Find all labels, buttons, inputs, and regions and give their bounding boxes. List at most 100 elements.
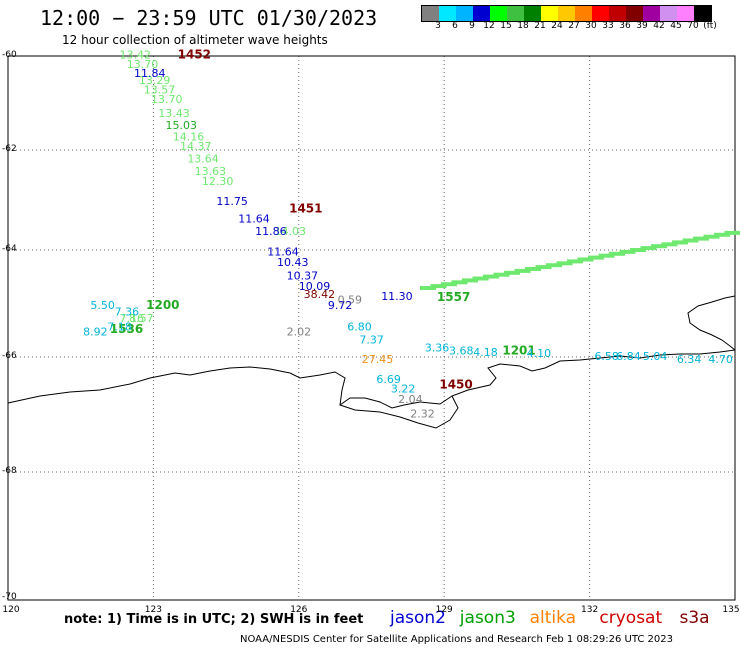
swh-value-label: 2.02 bbox=[287, 326, 312, 339]
dense-track-mark bbox=[703, 234, 720, 239]
dense-track-streak bbox=[420, 230, 740, 290]
dense-track-mark bbox=[598, 253, 615, 258]
swh-value-label: 4.18 bbox=[473, 346, 498, 359]
swh-value-label: 12.30 bbox=[202, 175, 234, 188]
colorbar-swatch bbox=[439, 6, 456, 21]
pass-time-label: 1451 bbox=[289, 202, 322, 216]
swh-value-label: 14.16 bbox=[173, 131, 205, 144]
colorbar-label: 9 bbox=[469, 21, 475, 31]
swh-value-label: 0.59 bbox=[338, 294, 363, 307]
colorbar-swatch bbox=[473, 6, 490, 21]
swh-value-label: 13.64 bbox=[187, 153, 219, 166]
swh-value-label: 9.72 bbox=[328, 299, 353, 312]
colorbar-label: 3 bbox=[435, 21, 441, 31]
swh-value-label: 13.70 bbox=[127, 58, 159, 71]
dense-track-mark bbox=[640, 246, 657, 251]
pass-time-label: 1200 bbox=[146, 298, 179, 312]
lat-tick-label: -60 bbox=[2, 50, 17, 60]
colorbar-label: 15 bbox=[500, 21, 512, 31]
colorbar-label: 70 bbox=[687, 21, 699, 31]
coastline-inlet bbox=[339, 395, 453, 409]
swh-value-label: 3.36 bbox=[425, 342, 450, 355]
swh-value-label: 11.86 bbox=[255, 225, 287, 238]
swh-value-label: 7.37 bbox=[359, 334, 384, 347]
swh-value-label: 7.36 bbox=[115, 305, 140, 318]
wave-height-labels: 13.4213.7013.2913.5713.7013.4314.1614.37… bbox=[83, 47, 740, 420]
swh-value-label: 4.10 bbox=[527, 347, 552, 360]
dense-track-mark bbox=[546, 263, 562, 268]
swh-value-label: 6.80 bbox=[347, 320, 372, 333]
swh-value-label: 7.18 bbox=[107, 320, 131, 333]
dense-track-mark bbox=[441, 282, 457, 287]
dense-track-mark bbox=[630, 248, 646, 252]
colorbar-swatch bbox=[626, 6, 643, 21]
pass-time-label: 1536 bbox=[110, 322, 143, 336]
swh-value-label: 11.30 bbox=[381, 290, 413, 303]
pass-time-label: 1557 bbox=[437, 290, 470, 304]
colorbar-label: 24 bbox=[551, 21, 563, 31]
pass-time-label: 1452 bbox=[178, 47, 211, 61]
colorbar-label: 42 bbox=[653, 21, 665, 31]
swh-value-label: 2.04 bbox=[398, 393, 423, 406]
colorbar-label: (ft) bbox=[703, 21, 717, 31]
swh-value-label: 8.92 bbox=[83, 326, 108, 339]
colorbar-label: 6 bbox=[452, 21, 458, 31]
dense-track-mark bbox=[535, 265, 552, 270]
lon-tick-label: 126 bbox=[290, 605, 308, 615]
colorbar-label: 33 bbox=[602, 21, 614, 31]
colorbar-swatch bbox=[507, 6, 524, 21]
dense-track-mark bbox=[577, 257, 594, 262]
lat-tick-label: -64 bbox=[2, 244, 17, 254]
colorbar-swatch bbox=[422, 6, 439, 21]
swh-value-label: 13.63 bbox=[195, 165, 227, 178]
colorbar-swatch bbox=[643, 6, 660, 21]
swh-value-label: 7.16 bbox=[119, 312, 143, 325]
swh-value-label: 6.34 bbox=[677, 353, 702, 366]
dense-track-mark bbox=[504, 270, 520, 275]
swh-value-label: 10.43 bbox=[277, 256, 309, 269]
map-title: 12:00 − 23:59 UTC 01/30/2023 bbox=[40, 6, 378, 30]
lat-tick-label: -68 bbox=[2, 466, 17, 476]
swh-value-label: 2.32 bbox=[410, 407, 435, 420]
swh-value-label: 3.22 bbox=[391, 383, 416, 396]
lon-tick-label: 120 bbox=[2, 605, 20, 615]
pass-time-label: 1201 bbox=[502, 343, 535, 357]
dense-track-mark bbox=[472, 276, 489, 281]
footnote: note: 1) Time is in UTC; 2) SWH is in fe… bbox=[64, 612, 364, 627]
colorbar-label: 39 bbox=[636, 21, 648, 31]
lon-tick-label: 129 bbox=[435, 605, 453, 615]
colorbar-swatch bbox=[677, 6, 694, 21]
colorbar-label: 21 bbox=[534, 21, 546, 31]
swh-value-label: 10.09 bbox=[299, 280, 331, 293]
colorbar-label: 36 bbox=[619, 21, 631, 31]
legend-s3a: s3a bbox=[679, 608, 710, 628]
lat-tick-label: -66 bbox=[2, 351, 17, 361]
pass-time-label: 1450 bbox=[439, 378, 472, 392]
swh-value-label: 11.64 bbox=[238, 213, 270, 226]
wave-height-colorbar bbox=[421, 5, 712, 22]
legend-cryosat: cryosat bbox=[599, 608, 663, 628]
colorbar-label: 30 bbox=[585, 21, 597, 31]
swh-value-label: 38.42 bbox=[304, 288, 336, 301]
dense-track-mark bbox=[619, 249, 636, 254]
colorbar-swatch bbox=[524, 6, 541, 21]
lat-tick-label: -70 bbox=[2, 592, 17, 602]
swh-value-label: 5.50 bbox=[90, 299, 115, 312]
dense-track-mark bbox=[525, 267, 541, 271]
swh-value-label: 14.03 bbox=[275, 225, 307, 238]
dense-track-mark bbox=[672, 240, 688, 245]
graticule bbox=[7, 55, 736, 601]
swh-value-label: 4.70 bbox=[708, 353, 733, 366]
swh-value-label: 14.37 bbox=[180, 140, 212, 153]
swh-value-label: 8.57 bbox=[129, 312, 154, 325]
dense-track-mark bbox=[651, 244, 667, 249]
dense-track-mark bbox=[567, 259, 583, 264]
colorbar-swatch bbox=[694, 6, 711, 21]
dense-track-mark bbox=[483, 274, 499, 279]
dense-track-mark bbox=[693, 236, 709, 241]
dense-track-mark bbox=[493, 272, 510, 277]
colorbar-label: 27 bbox=[568, 21, 580, 31]
dense-track-mark bbox=[714, 232, 730, 237]
colorbar-swatch bbox=[660, 6, 677, 21]
